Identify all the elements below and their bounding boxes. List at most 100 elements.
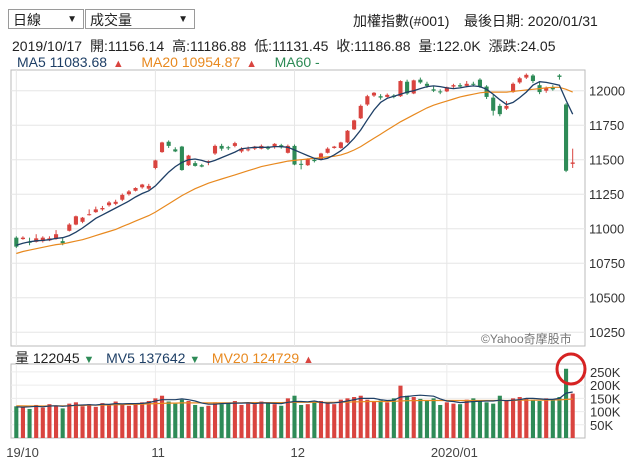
volume-bar: [471, 398, 476, 438]
candle-body: [199, 165, 204, 167]
volume-bar: [40, 407, 45, 438]
volume-bar: [458, 404, 463, 438]
legend-volume: 量 122045: [15, 350, 80, 366]
volume-bar: [544, 398, 549, 438]
volume-bar: [358, 395, 363, 438]
candle-body: [40, 237, 45, 242]
legend-mv5: MV5 137642: [106, 350, 186, 366]
indicator-select[interactable]: 成交量 ▼: [85, 9, 195, 29]
candle-body: [159, 142, 165, 153]
price-tick-label: 10500: [589, 291, 625, 306]
candle-body: [424, 83, 430, 86]
volume-bar: [557, 397, 562, 438]
indicator-select-value: 成交量: [90, 12, 132, 28]
candle-body: [385, 94, 390, 97]
candle-body: [53, 234, 59, 240]
candle-body: [120, 194, 125, 200]
volume-bar: [67, 403, 72, 438]
candle-body: [292, 145, 297, 165]
highlight-circle: [555, 352, 587, 386]
volume-bar: [226, 403, 231, 438]
volume-bar: [159, 395, 165, 438]
date-tick-label: 2020/01: [431, 445, 478, 460]
candle-body: [530, 75, 536, 82]
volume-bar: [212, 402, 218, 438]
volume-bar: [332, 404, 337, 438]
period-select[interactable]: 日線 ▼: [8, 9, 84, 29]
volume-bar: [570, 393, 575, 438]
candle-body: [212, 145, 218, 154]
candle-body: [358, 105, 363, 119]
ohlc-low: 低:11131.45: [254, 38, 329, 54]
volume-bar: [451, 403, 456, 438]
volume-bar: [179, 399, 184, 438]
volume-bar: [312, 402, 317, 438]
volume-tick-label: 200K: [590, 378, 621, 393]
candle-body: [477, 79, 483, 87]
legend-mv20: MV20 124729: [211, 350, 300, 366]
volume-bar: [352, 397, 357, 438]
down-triangle-icon: ▼: [83, 354, 95, 366]
volume-bar: [325, 403, 330, 438]
grid: [11, 70, 585, 438]
volume-bar: [511, 398, 516, 438]
candle-body: [365, 96, 370, 105]
candle-body: [550, 87, 555, 90]
candle-body: [285, 145, 290, 153]
ohlc-volume: 量:122.0K: [418, 38, 481, 54]
candle-body: [179, 146, 184, 171]
index-name: 加權指數(#001): [353, 13, 450, 29]
ohlc-high: 高:11186.88: [172, 38, 247, 54]
candle-body: [14, 237, 19, 247]
volume-bar: [405, 395, 410, 438]
candle-body: [113, 201, 118, 204]
volume-bar: [14, 406, 19, 438]
volume-bar: [259, 401, 264, 438]
volume-bar: [133, 404, 138, 438]
volume-bar: [246, 403, 251, 438]
candle-body: [332, 146, 337, 148]
volume-bar: [464, 399, 469, 438]
volume-bar: [80, 406, 85, 438]
candle-body: [272, 143, 277, 147]
period-select-value: 日線: [13, 12, 41, 28]
candle-body: [451, 85, 456, 87]
candle-body: [80, 217, 85, 222]
candle-body: [497, 105, 502, 115]
candle-body: [173, 149, 178, 152]
candle-body: [246, 149, 251, 151]
candle-body: [193, 163, 198, 166]
ma5-line: [16, 81, 574, 246]
volume-bar: [564, 368, 569, 438]
volume-bar: [87, 404, 92, 438]
ohlc-change: 漲跌:24.05: [488, 38, 556, 54]
price-tick-label: 11750: [589, 118, 624, 133]
candle-body: [100, 208, 105, 210]
mv5-line: [16, 391, 573, 408]
volume-bar: [365, 399, 370, 438]
volume-bar: [444, 402, 449, 438]
candle-body: [564, 104, 569, 171]
candle-body: [20, 237, 25, 240]
candle-body: [153, 160, 158, 168]
volume-bar: [530, 399, 536, 438]
candle-body: [511, 83, 516, 93]
volume-bar: [491, 403, 496, 438]
candle-body: [93, 209, 98, 213]
volume-bar: [193, 404, 198, 438]
candle-body: [491, 97, 496, 111]
candle-body: [398, 81, 403, 97]
candle-body: [232, 143, 237, 146]
volume-tick-label: 250K: [590, 365, 621, 380]
candle-body: [438, 91, 443, 93]
candle-body: [60, 241, 65, 244]
volume-bar: [173, 403, 178, 438]
volume-bar: [153, 398, 158, 438]
volume-bar: [418, 398, 423, 438]
price-tick-label: 10250: [589, 325, 625, 340]
volume-bar: [186, 401, 191, 438]
volume-bar: [146, 401, 151, 438]
candle-body: [471, 83, 476, 85]
